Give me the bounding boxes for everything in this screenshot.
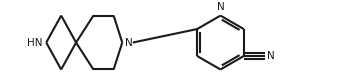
Text: HN: HN xyxy=(27,38,42,48)
Text: N: N xyxy=(216,2,224,12)
Text: N: N xyxy=(125,38,133,48)
Text: N: N xyxy=(267,51,275,61)
